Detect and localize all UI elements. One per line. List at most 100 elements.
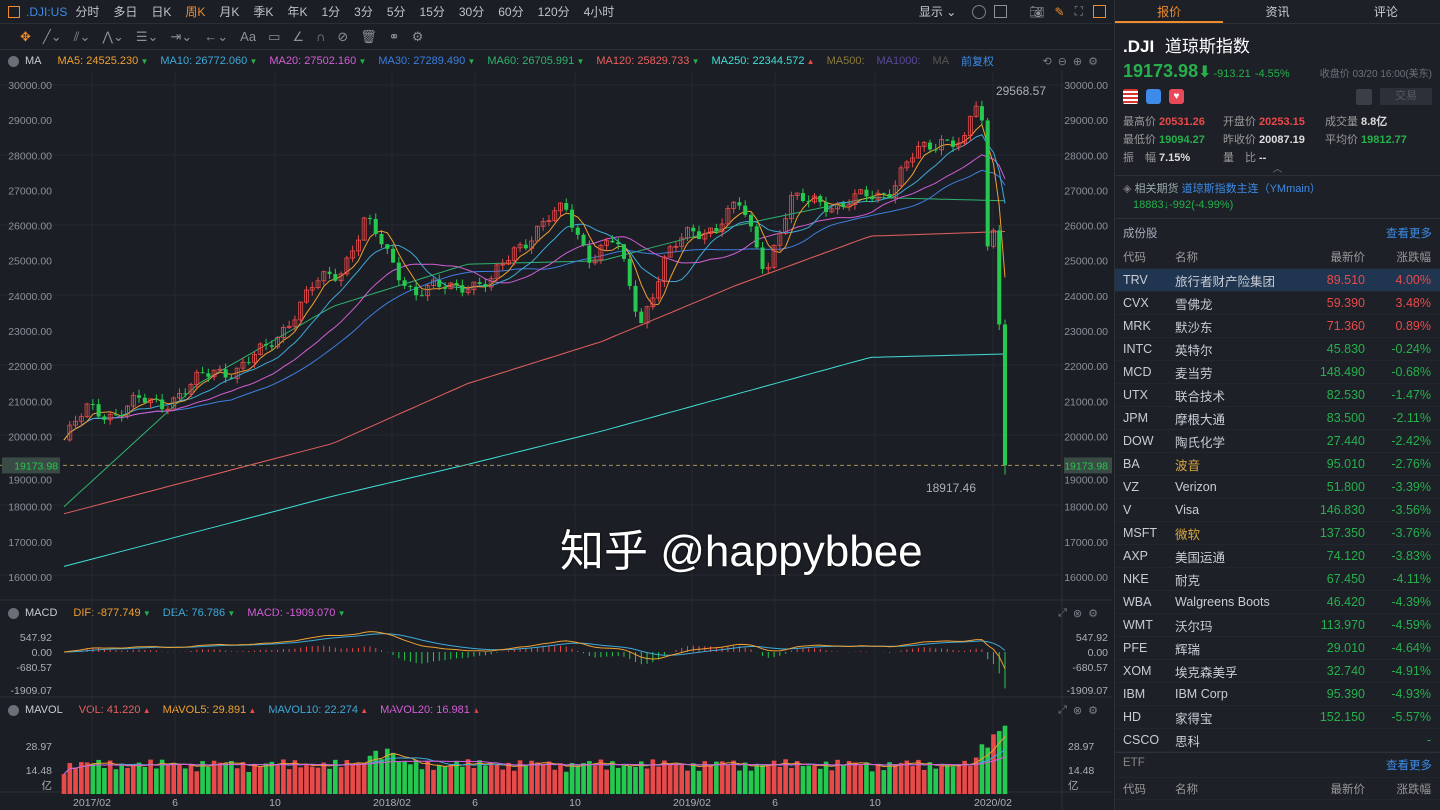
stock-row[interactable]: NKE 耐克 67.450 -4.11% bbox=[1115, 568, 1440, 591]
note-tool-icon[interactable]: ▭ bbox=[268, 28, 281, 44]
collapse-icon[interactable] bbox=[8, 607, 19, 619]
kline-chart[interactable]: 30000.00 30000.00 29000.00 29000.00 28000.00… bbox=[0, 0, 1112, 810]
stock-row[interactable]: WBA Walgreens Boots 46.420 -4.39% bbox=[1115, 591, 1440, 614]
period-tab[interactable]: 月K bbox=[219, 5, 240, 19]
layout-toggle-icon[interactable] bbox=[8, 5, 20, 18]
fib-tool-icon[interactable]: ☰⌄ bbox=[135, 28, 159, 44]
hide-drawings-icon[interactable]: ⊘ bbox=[337, 28, 349, 44]
volume-bar bbox=[338, 767, 344, 794]
period-tab[interactable]: 1分 bbox=[321, 5, 341, 19]
panel-tab[interactable]: 报价 bbox=[1115, 0, 1224, 23]
indicator-title[interactable]: MA bbox=[25, 55, 42, 67]
stock-row[interactable]: CVX 雪佛龙 59.390 3.48% bbox=[1115, 292, 1440, 315]
camera-icon[interactable]: 📷︎ bbox=[1029, 4, 1045, 19]
period-tab[interactable]: 分时 bbox=[75, 5, 100, 19]
period-tab[interactable]: 30分 bbox=[458, 5, 485, 19]
settings-icon[interactable]: ⚙ bbox=[1088, 607, 1098, 620]
period-tab[interactable]: 120分 bbox=[537, 5, 570, 19]
panel-tab[interactable]: 资讯 bbox=[1265, 5, 1290, 19]
period-tab[interactable]: 4小时 bbox=[583, 5, 615, 19]
range-tool-icon[interactable]: ⇥⌄ bbox=[170, 28, 193, 44]
trade-button[interactable]: 交易 bbox=[1380, 88, 1432, 105]
stock-row[interactable]: DOW 陶氏化学 27.440 -2.42% bbox=[1115, 430, 1440, 453]
stock-row[interactable]: WMT 沃尔玛 113.970 -4.59% bbox=[1115, 614, 1440, 637]
indicator-title[interactable]: MAVOL bbox=[25, 704, 63, 716]
period-tab[interactable]: 年K bbox=[287, 5, 308, 19]
fullscreen-icon[interactable]: ⛶ bbox=[1074, 4, 1083, 18]
period-tab[interactable]: 季K bbox=[253, 5, 274, 19]
stock-row[interactable]: MSFT 微软 137.350 -3.76% bbox=[1115, 522, 1440, 545]
compare-icon[interactable]: ⚭ bbox=[388, 28, 400, 44]
stock-row[interactable]: CSCO 思科 - bbox=[1115, 729, 1440, 752]
column-header[interactable]: 涨跌幅 bbox=[1396, 783, 1432, 796]
zoom-in-icon[interactable]: ⊕ bbox=[1072, 55, 1083, 68]
undo-icon[interactable]: ⟲ bbox=[1042, 55, 1052, 68]
column-header[interactable]: 名称 bbox=[1175, 252, 1198, 264]
zoom-out-icon[interactable]: ⊖ bbox=[1057, 55, 1067, 68]
futures-link[interactable]: 道琼斯指数主连（YMmain） bbox=[1181, 183, 1321, 195]
panel-toggle-icon[interactable] bbox=[1093, 5, 1106, 18]
stock-row[interactable]: INTC 英特尔 45.830 -0.24% bbox=[1115, 338, 1440, 361]
close-icon[interactable]: ⊗ bbox=[1072, 607, 1083, 620]
collapse-chevron-icon[interactable]: ︿ bbox=[1272, 164, 1283, 175]
panel-tab[interactable]: 评论 bbox=[1373, 5, 1398, 19]
settings-icon[interactable] bbox=[972, 4, 987, 19]
trash-icon[interactable]: 🗑︎ bbox=[360, 28, 377, 44]
stock-row[interactable]: PFE 辉瑞 29.010 -4.64% bbox=[1115, 637, 1440, 660]
column-header[interactable]: 名称 bbox=[1175, 783, 1198, 796]
adjust-mode-button[interactable]: 前复权 bbox=[961, 56, 995, 68]
period-tab[interactable]: 多日 bbox=[113, 5, 138, 19]
components-more-link[interactable]: 查看更多 bbox=[1386, 228, 1432, 240]
symbol-label[interactable]: .DJI:US bbox=[26, 4, 68, 19]
line-tool-icon[interactable]: ╱⌄ bbox=[42, 28, 62, 44]
magnet-icon[interactable]: ∩ bbox=[316, 29, 326, 44]
stock-row[interactable]: IBM IBM Corp 95.390 -4.93% bbox=[1115, 683, 1440, 706]
stock-price: 148.490 bbox=[1319, 365, 1365, 379]
collapse-icon[interactable] bbox=[8, 55, 19, 67]
stock-row[interactable]: XOM 埃克森美孚 32.740 -4.91% bbox=[1115, 660, 1440, 683]
display-dropdown[interactable]: 显示 ⌄ bbox=[918, 5, 957, 19]
stock-row[interactable]: UTX 联合技术 82.530 -1.47% bbox=[1115, 384, 1440, 407]
stock-row[interactable]: VZ Verizon 51.800 -3.39% bbox=[1115, 476, 1440, 499]
stock-row[interactable]: BA 波音 95.010 -2.76% bbox=[1115, 453, 1440, 476]
collapse-icon[interactable] bbox=[8, 704, 19, 716]
settings-icon[interactable]: ⚙ bbox=[1088, 55, 1098, 68]
column-header[interactable]: 涨跌幅 bbox=[1396, 252, 1432, 264]
crosshair-move-icon[interactable]: ✥ bbox=[20, 28, 31, 44]
stock-row[interactable]: MRK 默沙东 71.360 0.89% bbox=[1115, 315, 1440, 338]
candle-body bbox=[552, 210, 558, 222]
column-header[interactable]: 代码 bbox=[1123, 783, 1146, 796]
stock-row[interactable]: V Visa 146.830 -3.56% bbox=[1115, 499, 1440, 522]
period-tab[interactable]: 60分 bbox=[498, 5, 524, 19]
period-tab[interactable]: 周K bbox=[185, 5, 206, 19]
volume-bar bbox=[419, 769, 425, 794]
stock-row[interactable]: TRV 旅行者财产险集团 89.510 4.00% bbox=[1115, 269, 1440, 292]
period-tab[interactable]: 15分 bbox=[419, 5, 445, 19]
indicator-title[interactable]: MACD bbox=[25, 607, 58, 619]
period-tab[interactable]: 日K bbox=[151, 5, 172, 19]
period-tab[interactable]: 5分 bbox=[386, 5, 406, 19]
pencil-icon[interactable]: ✎ bbox=[1054, 4, 1065, 19]
period-tab[interactable]: 3分 bbox=[354, 5, 373, 19]
settings-icon[interactable]: ⚙ bbox=[1088, 704, 1098, 717]
favorite-heart-icon[interactable]: ♥ bbox=[1169, 89, 1184, 104]
alert-bell-icon[interactable] bbox=[1356, 88, 1372, 105]
tag-icon[interactable] bbox=[1146, 89, 1161, 104]
column-header[interactable]: 最新价 bbox=[1330, 783, 1366, 796]
arrow-tool-icon[interactable]: ←⌄ bbox=[204, 28, 229, 44]
close-icon[interactable]: ⊗ bbox=[1072, 704, 1083, 717]
stock-row[interactable]: JPM 摩根大通 83.500 -2.11% bbox=[1115, 407, 1440, 430]
text-tool-button[interactable]: Aa bbox=[240, 29, 257, 44]
channel-tool-icon[interactable]: ⫽⌄ bbox=[73, 28, 91, 44]
toolbar-settings-icon[interactable]: ⚙ bbox=[411, 28, 424, 44]
column-header[interactable]: 代码 bbox=[1123, 252, 1146, 264]
stock-row[interactable]: MCD 麦当劳 148.490 -0.68% bbox=[1115, 361, 1440, 384]
stock-row[interactable]: HD 家得宝 152.150 -5.57% bbox=[1115, 706, 1440, 729]
etf-more-link[interactable]: 查看更多 bbox=[1386, 760, 1432, 772]
angle-tool-icon[interactable]: ∠ bbox=[292, 28, 305, 44]
chart-style-dropdown[interactable] bbox=[994, 5, 1008, 18]
wave-tool-icon[interactable]: ⋀⌄ bbox=[102, 28, 124, 44]
column-header[interactable]: 最新价 bbox=[1330, 252, 1366, 264]
legend-item: MA5: 24525.230 ▼ bbox=[58, 55, 149, 67]
stock-row[interactable]: AXP 美国运通 74.120 -3.83% bbox=[1115, 545, 1440, 568]
